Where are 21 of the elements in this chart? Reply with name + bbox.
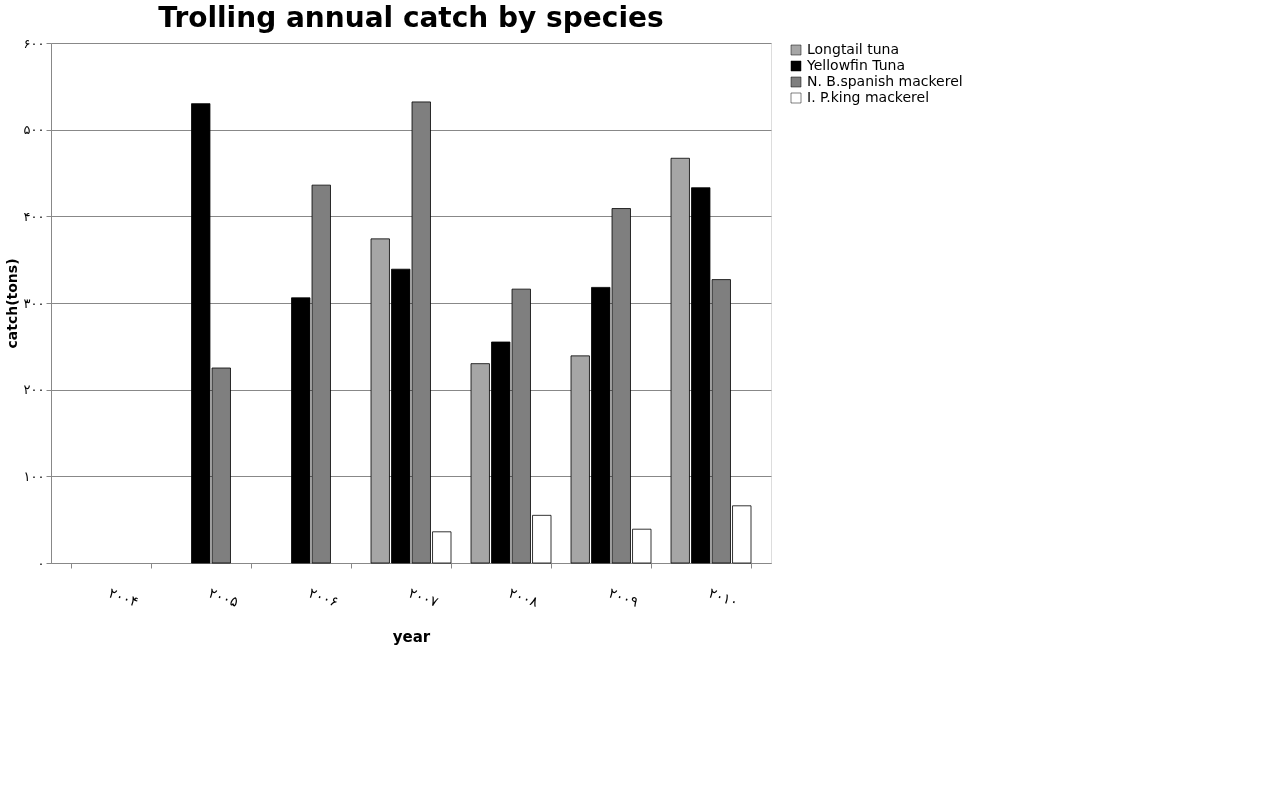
legend-label: Yellowfin Tuna [806,57,905,73]
y-tick-label: ۴۰۰ [23,208,45,224]
x-tick-label: ۲۰۰۶ [306,584,341,610]
x-tick-label: ۲۰۰۸ [506,584,541,611]
y-tick-label: ۲۰۰ [23,382,45,398]
x-tick-label: ۲۰۰۵ [206,584,241,610]
legend-label: I. P.king mackerel [807,89,930,105]
y-tick-label: ۵۰۰ [23,122,45,138]
x-tick-label: ۲۰۰۹ [606,584,641,610]
y-axis-title: catch(tons) [3,258,20,349]
x-axis-title: year [392,627,431,646]
x-tick-label: ۲۰۰۷ [406,584,441,611]
y-tick-label: ۳۰۰ [23,295,45,311]
y-tick-label: ۰ [37,555,45,571]
legend-label: N. B.spanish mackerel [807,73,963,89]
chart-title: Trolling annual catch by species [158,1,664,34]
y-tick-label: ۱۰۰ [23,468,45,484]
x-tick-label: ۲۰۰۴ [106,584,141,610]
y-tick-label: ۶۰۰ [23,35,45,51]
legend-label: Longtail tuna [807,41,899,57]
x-tick-label: ۲۰۱۰ [706,584,741,610]
